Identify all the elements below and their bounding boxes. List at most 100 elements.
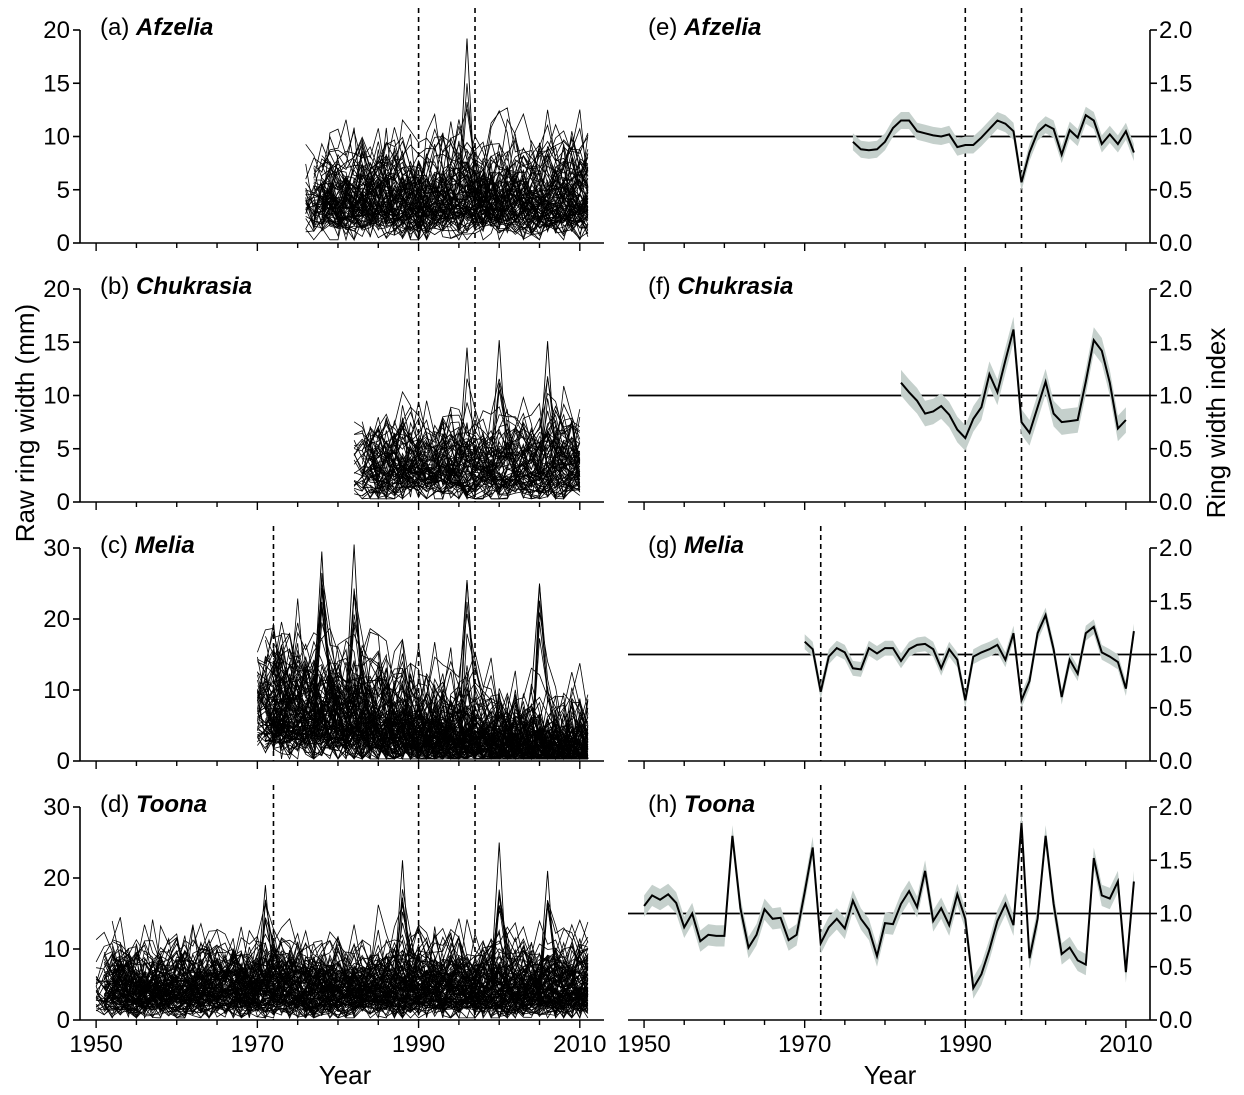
raw-ring-width-series [361,468,581,499]
y-tick-label: 0.5 [1159,954,1192,981]
raw-ring-width-series [321,118,589,238]
left-y-axis-title: Raw ring width (mm) [10,304,40,542]
y-tick-label: 5 [57,177,70,204]
panel-label: (e) Afzelia [648,14,761,41]
x-tick-label: 1970 [231,1031,284,1058]
raw-ring-width-series [273,661,588,761]
raw-ring-width-series [353,409,581,500]
y-tick-label: 10 [43,124,70,151]
y-tick-label: 2.0 [1159,276,1192,303]
raw-ring-width-series [313,180,589,241]
raw-ring-width-series [321,197,588,235]
raw-series-group [257,544,589,761]
panel-species-name: Afzelia [135,14,213,41]
panel-d: 0 10 20 30 1950 1970 1990 2010 (d) Toona [43,785,607,1058]
raw-ring-width-series [95,956,588,1019]
panel-letter: (a) [100,14,136,41]
raw-ring-width-series [305,132,589,228]
raw-ring-width-series [353,423,581,482]
raw-ring-width-series [257,650,588,761]
y-tick-label: 20 [43,606,70,633]
panel-label: (b) Chukrasia [100,273,252,300]
raw-ring-width-series [361,402,581,500]
panel-e: 0.0 0.5 1.0 1.5 2.0 (e) Afzelia [628,8,1192,257]
raw-ring-width-series [103,970,589,1019]
y-tick-label: 5 [57,436,70,463]
y-tick-label: 2.0 [1159,17,1192,44]
panel-letter: (c) [100,532,135,559]
raw-ring-width-series [95,994,589,1019]
raw-ring-width-series [353,418,580,500]
y-tick-label: 1.5 [1159,329,1192,356]
panel-g: 0.0 0.5 1.0 1.5 2.0 (g) Melia [628,526,1192,775]
y-tick-label: 0.0 [1159,489,1192,516]
panel-label: (h) Toona [648,791,755,818]
y-tick-label: 0.0 [1159,748,1192,775]
panel-species-name: Afzelia [683,14,761,41]
y-tick-label: 2.0 [1159,794,1192,821]
raw-ring-width-peak [458,347,476,465]
panel-h: 0.0 0.5 1.0 1.5 2.0 1950 1970 1990 2010 (h) Toona [617,785,1192,1058]
y-tick-label: 0.0 [1159,230,1192,257]
raw-ring-width-peak [539,870,557,985]
y-tick-label: 10 [43,936,70,963]
y-tick-label: 0 [57,489,70,516]
raw-ring-width-series [305,173,589,228]
confidence-band [804,607,1134,708]
raw-ring-width-series [265,677,589,760]
panel-species-name: Melia [684,532,744,559]
raw-ring-width-series [257,593,589,760]
y-tick-label: 0 [57,230,70,257]
x-tick-label: 1950 [617,1031,670,1058]
raw-ring-width-series [257,634,589,760]
raw-series-group [95,842,589,1020]
y-tick-label: 1.0 [1159,901,1192,928]
panel-c: 0 10 20 30 (c) Melia [43,526,604,775]
raw-ring-width-series [104,917,589,1015]
panel-letter: (g) [648,532,684,559]
raw-ring-width-peak [490,340,508,465]
panel-species-name: Melia [135,532,195,559]
raw-ring-width-series [305,162,589,227]
raw-ring-width-series [353,453,580,499]
y-tick-label: 1.0 [1159,642,1192,669]
y-tick-label: 0.0 [1159,1007,1192,1034]
raw-ring-width-series [361,417,581,501]
y-tick-label: 1.0 [1159,124,1192,151]
y-tick-label: 0.5 [1159,177,1192,204]
x-axis-title-right: Year [864,1060,917,1090]
raw-series-group [353,340,581,501]
y-tick-label: 20 [43,276,70,303]
raw-ring-width-peak [530,583,549,703]
x-tick-label: 2010 [553,1031,606,1058]
raw-ring-width-series [257,722,588,760]
raw-ring-width-series [111,897,589,1016]
panel-species-name: Chukrasia [136,273,252,300]
y-tick-label: 30 [43,535,70,562]
y-tick-label: 2.0 [1159,535,1192,562]
panel-label: (f) Chukrasia [648,273,793,300]
raw-ring-width-series [95,958,589,1008]
raw-ring-width-peak [539,341,557,465]
raw-ring-width-series [313,131,589,223]
raw-ring-width-series [361,451,581,499]
raw-ring-width-peak [313,551,331,703]
y-tick-label: 10 [43,383,70,410]
x-axis-title-left: Year [319,1060,372,1090]
raw-ring-width-series [257,694,589,761]
raw-ring-width-series [111,962,588,1019]
raw-ring-width-series [265,664,588,760]
raw-ring-width-peak [393,860,411,985]
y-tick-label: 1.5 [1159,847,1192,874]
y-tick-label: 10 [43,677,70,704]
raw-ring-width-series [103,901,589,1016]
ring-width-index-series [804,611,1135,705]
raw-ring-width-series [112,979,589,1019]
raw-ring-width-peak [490,842,508,985]
x-tick-label: 1990 [939,1031,992,1058]
raw-ring-width-series [95,955,589,1014]
confidence-band [852,106,1134,191]
panel-species-name: Toona [684,791,755,818]
panel-letter: (d) [100,791,136,818]
panel-f: 0.0 0.5 1.0 1.5 2.0 (f) Chukrasia [628,267,1192,516]
